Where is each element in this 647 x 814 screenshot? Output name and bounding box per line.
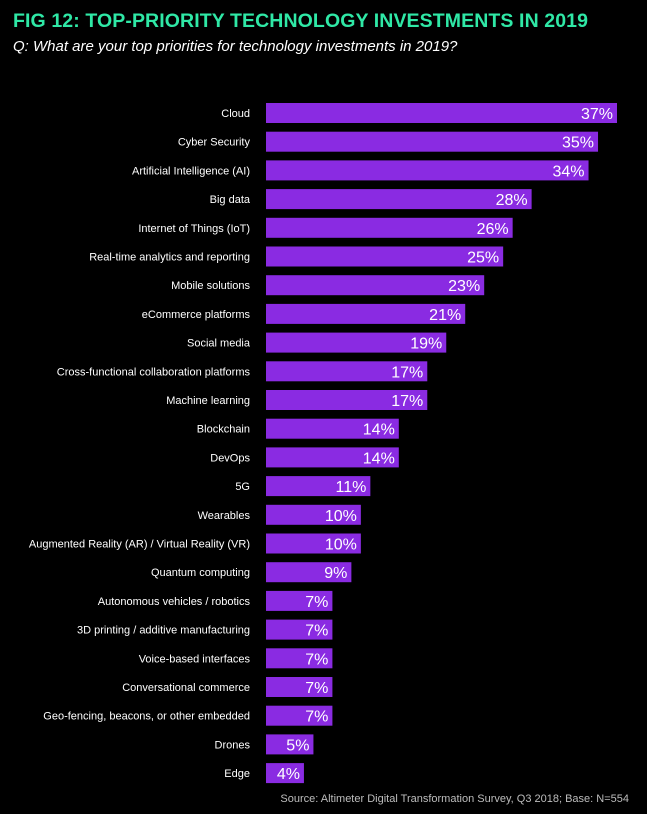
bar bbox=[266, 734, 314, 755]
category-label: Autonomous vehicles / robotics bbox=[98, 596, 251, 608]
value-label: 7% bbox=[305, 680, 328, 697]
value-label: 7% bbox=[305, 709, 328, 726]
category-label: Edge bbox=[224, 768, 250, 780]
bar bbox=[266, 332, 447, 353]
category-label: Quantum computing bbox=[151, 567, 250, 579]
value-label: 14% bbox=[363, 422, 395, 439]
bar bbox=[266, 103, 617, 123]
category-label: Geo-fencing, beacons, or other embedded bbox=[43, 711, 250, 723]
category-label: DevOps bbox=[210, 452, 250, 464]
value-label: 28% bbox=[496, 192, 528, 209]
category-label: Big data bbox=[210, 194, 251, 206]
bar bbox=[266, 562, 352, 583]
chart-title: FIG 12: TOP-PRIORITY TECHNOLOGY INVESTME… bbox=[13, 10, 589, 32]
category-label: Cloud bbox=[221, 108, 250, 120]
category-label: Machine learning bbox=[166, 395, 250, 407]
bar bbox=[266, 705, 333, 726]
value-label: 9% bbox=[324, 565, 347, 582]
bar bbox=[266, 131, 599, 152]
value-label: 21% bbox=[429, 307, 461, 324]
bar bbox=[266, 447, 399, 468]
category-label: Cyber Security bbox=[178, 137, 251, 149]
bar bbox=[266, 246, 504, 267]
value-label: 17% bbox=[391, 393, 423, 410]
bar bbox=[266, 533, 361, 554]
category-label: Voice-based interfaces bbox=[139, 653, 251, 665]
bar bbox=[266, 160, 589, 181]
category-label: Artificial Intelligence (AI) bbox=[132, 165, 250, 177]
bar bbox=[266, 217, 513, 238]
chart-subtitle: Q: What are your top priorities for tech… bbox=[13, 38, 458, 55]
value-label: 11% bbox=[336, 479, 367, 496]
value-label: 23% bbox=[448, 278, 480, 295]
category-label: 3D printing / additive manufacturing bbox=[77, 625, 250, 637]
category-label: Conversational commerce bbox=[122, 682, 250, 694]
category-label: Blockchain bbox=[197, 424, 250, 436]
value-label: 14% bbox=[363, 450, 395, 467]
value-label: 17% bbox=[391, 364, 423, 381]
value-label: 7% bbox=[305, 623, 328, 640]
bar bbox=[266, 275, 485, 296]
bar bbox=[266, 619, 333, 640]
category-label: Mobile solutions bbox=[171, 280, 250, 292]
bar bbox=[266, 390, 428, 410]
source-note: Source: Altimeter Digital Transformation… bbox=[280, 793, 629, 805]
value-label: 5% bbox=[286, 737, 309, 754]
value-label: 34% bbox=[553, 163, 585, 180]
value-label: 37% bbox=[581, 106, 613, 123]
value-label: 10% bbox=[325, 508, 357, 525]
value-label: 19% bbox=[410, 336, 442, 353]
bar bbox=[266, 361, 428, 382]
category-label: Cross-functional collaboration platforms bbox=[57, 366, 251, 378]
value-label: 4% bbox=[277, 766, 300, 783]
bar bbox=[266, 504, 361, 525]
value-label: 10% bbox=[325, 537, 357, 554]
value-label: 25% bbox=[467, 250, 499, 267]
value-label: 35% bbox=[562, 135, 594, 152]
category-label: Real-time analytics and reporting bbox=[89, 252, 250, 264]
category-label: Wearables bbox=[198, 510, 251, 522]
category-label: eCommerce platforms bbox=[142, 309, 251, 321]
category-label: Drones bbox=[215, 739, 251, 751]
bar bbox=[266, 476, 371, 497]
category-label: Social media bbox=[187, 338, 251, 350]
value-label: 26% bbox=[477, 221, 509, 238]
bar bbox=[266, 418, 399, 439]
category-label: Augmented Reality (AR) / Virtual Reality… bbox=[29, 539, 250, 551]
category-label: Internet of Things (IoT) bbox=[138, 223, 250, 235]
value-label: 7% bbox=[305, 651, 328, 668]
bar bbox=[266, 189, 532, 210]
bar bbox=[266, 590, 333, 611]
value-label: 7% bbox=[305, 594, 328, 611]
bar bbox=[266, 303, 466, 324]
bar bbox=[266, 677, 333, 697]
category-label: 5G bbox=[235, 481, 250, 493]
bar bbox=[266, 648, 333, 669]
bar bbox=[266, 763, 304, 784]
